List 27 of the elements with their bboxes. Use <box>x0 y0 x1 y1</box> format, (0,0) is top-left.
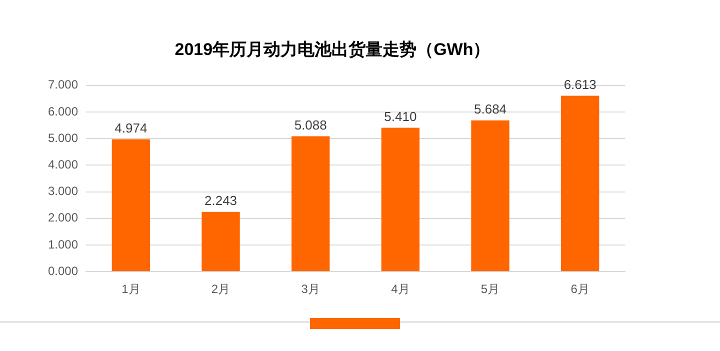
data-label: 5.684 <box>474 101 507 116</box>
x-tick-label: 6月 <box>570 282 590 296</box>
x-tick-label: 4月 <box>391 282 410 296</box>
bar <box>471 120 510 272</box>
bar <box>202 212 240 272</box>
bar <box>560 96 600 272</box>
data-label: 6.613 <box>564 76 596 92</box>
x-tick-label: 5月 <box>480 282 500 296</box>
x-tick-label: 1月 <box>122 282 140 296</box>
bar <box>292 136 330 272</box>
bar <box>381 128 420 272</box>
y-tick-label: 3.000 <box>48 184 78 198</box>
data-label: 4.974 <box>114 120 148 136</box>
x-tick-label: 2月 <box>211 282 230 296</box>
data-label: 5.410 <box>384 108 417 124</box>
chart-title: 2019年历月动力电池出货量走势（GWh） <box>174 40 490 59</box>
y-tick-label: 0.000 <box>48 264 78 278</box>
data-label: 5.088 <box>294 117 327 132</box>
data-label: 2.243 <box>204 193 238 208</box>
y-tick-label: 5.000 <box>48 130 78 145</box>
y-tick-label: 2.000 <box>48 210 78 225</box>
y-tick-label: 4.000 <box>48 158 78 172</box>
y-tick-label: 1.000 <box>48 237 78 252</box>
x-tick-label: 3月 <box>301 282 320 296</box>
bar <box>112 139 150 272</box>
y-tick-label: 7.000 <box>48 78 78 92</box>
y-tick-label: 6.000 <box>48 104 78 118</box>
